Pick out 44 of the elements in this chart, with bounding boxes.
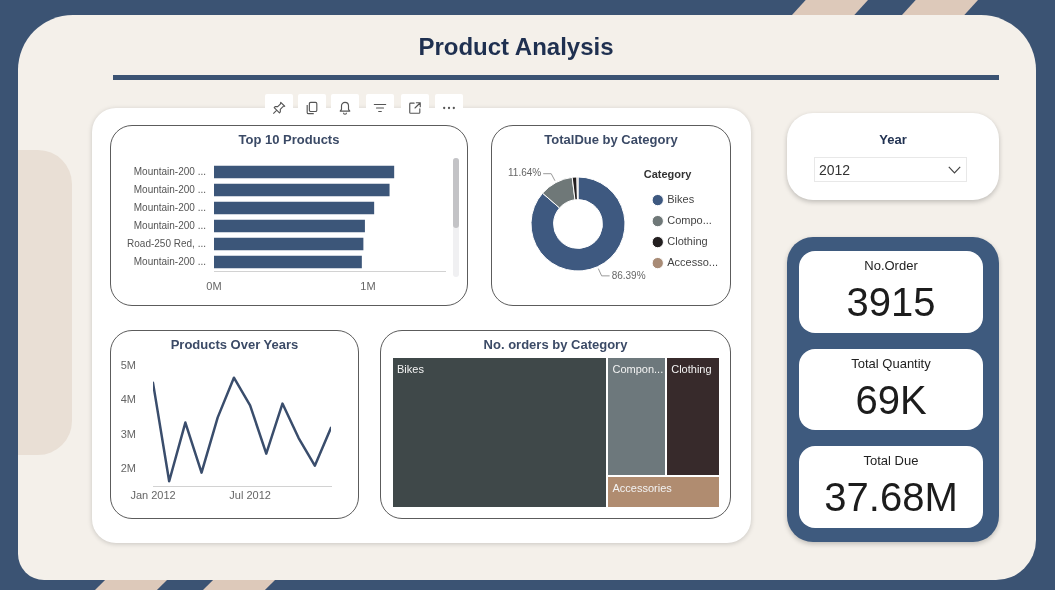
chart-title: Top 10 Products <box>237 132 341 148</box>
text: Total Due <box>862 453 920 470</box>
dropdown-field: 2012 <box>814 157 967 182</box>
chart-title: Products Over Years <box>169 337 300 353</box>
y-tick-label: Mountain-200 ... <box>133 165 206 177</box>
y-tick-label: Mountain-200 ... <box>133 183 206 195</box>
category-label: Bikes <box>397 362 424 376</box>
data-label: 11.64% <box>508 167 542 179</box>
chart-title: TotalDue by Category <box>543 132 679 148</box>
legend-title: Category <box>643 167 693 180</box>
x-tick-label: Jan 2012 <box>130 489 176 502</box>
y-tick-label: 3M <box>120 427 136 440</box>
y-tick-label: Mountain-200 ... <box>133 219 206 231</box>
text: Product Analysis <box>417 32 615 62</box>
text: 3915 <box>845 279 937 326</box>
text: No. orders by Category <box>482 337 629 353</box>
bar <box>214 201 375 215</box>
text: No.Order <box>863 258 919 274</box>
bar <box>214 183 390 197</box>
x-tick-label: 1M <box>360 279 376 292</box>
text: 37.68M <box>823 474 959 522</box>
bar <box>214 255 362 269</box>
legend-label: Bikes <box>667 193 695 206</box>
text: 69K <box>854 376 928 424</box>
category-label: Compon... <box>612 362 664 376</box>
category-label: Accessories <box>612 481 672 496</box>
x-tick-label: Jul 2012 <box>229 489 271 502</box>
legend-label: Clothing <box>667 235 708 248</box>
y-tick-label: Mountain-200 ... <box>133 201 206 213</box>
bar <box>214 219 365 233</box>
text: Total Quantity <box>850 355 932 372</box>
legend-label: Accesso... <box>667 256 719 269</box>
y-tick-label: Mountain-200 ... <box>133 255 206 267</box>
data-label: 86.39% <box>611 269 646 281</box>
y-tick-label: 5M <box>120 358 136 371</box>
category-label: Clothing <box>671 362 712 376</box>
y-tick-label: Road-250 Red, ... <box>127 237 206 249</box>
bar <box>214 237 364 251</box>
bar <box>214 165 395 179</box>
x-tick-label: 0M <box>206 279 222 292</box>
y-tick-label: 4M <box>120 393 136 406</box>
legend-label: Compo... <box>667 214 712 227</box>
y-tick-label: 2M <box>120 462 136 475</box>
text: Year <box>878 132 908 148</box>
